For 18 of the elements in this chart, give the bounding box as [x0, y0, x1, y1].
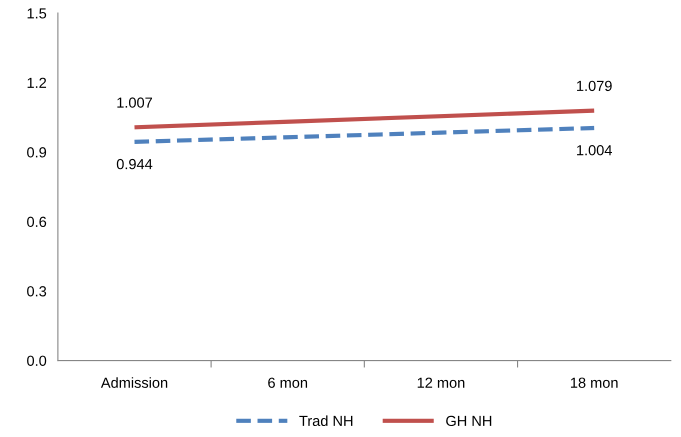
line-series [132, 108, 596, 130]
y-tick-label: 0.0 [27, 356, 46, 366]
y-tick-label: 0.9 [27, 147, 46, 158]
line-series [132, 126, 596, 144]
legend-label: Trad NH [299, 415, 352, 426]
y-tick-label: 0.6 [27, 216, 46, 227]
x-tick-label: 18 mon [570, 378, 618, 388]
x-tick-label: 6 mon [268, 378, 308, 388]
data-label: 0.944 [116, 158, 152, 170]
x-tick-label: Admission [100, 377, 168, 388]
data-label: 1.079 [577, 80, 612, 92]
y-tick-label: 1.2 [28, 78, 46, 88]
y-tick-label: 1.5 [28, 8, 46, 19]
x-tick-label: 12 mon [418, 378, 464, 388]
data-label: 1.007 [117, 97, 152, 108]
y-tick-label: 0.3 [27, 286, 46, 296]
legend-label: GH NH [446, 416, 492, 426]
data-label: 1.004 [577, 145, 612, 156]
